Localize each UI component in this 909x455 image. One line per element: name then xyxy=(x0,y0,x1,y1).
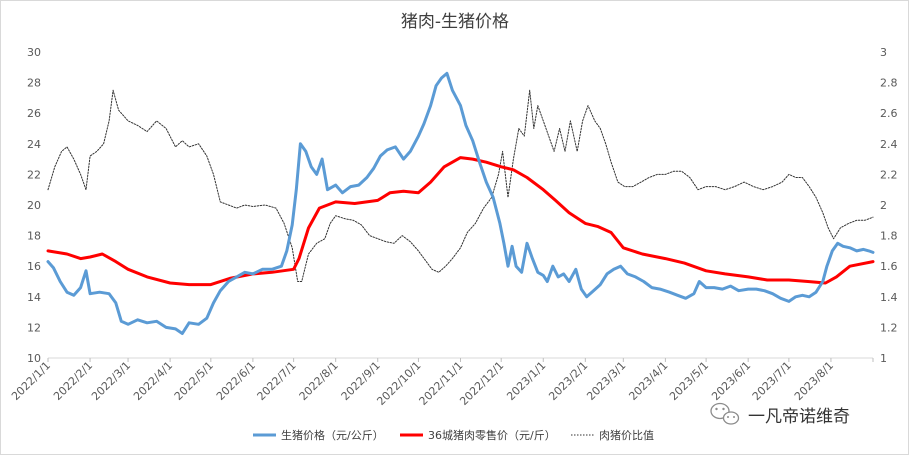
watermark-text: 一凡帝诺维奇 xyxy=(748,407,850,427)
x-tick-label: 2022/2/1 xyxy=(51,359,95,403)
left-tick-label: 24 xyxy=(27,138,41,151)
x-tick-label: 2023/4/1 xyxy=(626,359,670,403)
right-tick-label: 2.8 xyxy=(880,77,898,90)
left-tick-label: 28 xyxy=(27,77,41,90)
left-tick-label: 16 xyxy=(27,260,41,273)
x-tick-label: 2023/6/1 xyxy=(709,359,753,403)
left-tick-label: 18 xyxy=(27,230,41,243)
legend-label-live-hog: 生猪价格（元/公斤） xyxy=(281,428,384,442)
left-tick-label: 10 xyxy=(27,352,41,365)
right-tick-label: 2.6 xyxy=(880,107,898,120)
x-tick-label: 2022/1/1 xyxy=(9,359,53,403)
left-tick-label: 30 xyxy=(27,46,41,59)
legend-label-retail-pork: 36城猪肉零售价（元/斤） xyxy=(428,428,556,442)
chart-title: 猪肉-生猪价格 xyxy=(401,12,509,32)
left-y-axis: 10 12 14 16 18 20 22 24 26 28 30 xyxy=(27,46,41,365)
x-tick-label: 2023/3/1 xyxy=(584,359,628,403)
right-tick-label: 2 xyxy=(880,199,887,212)
x-tick-label: 2023/1/1 xyxy=(504,359,548,403)
left-tick-label: 12 xyxy=(27,321,41,334)
x-tick-label: 2022/10/1 xyxy=(374,359,423,408)
right-tick-label: 1.6 xyxy=(880,260,898,273)
series-pork-hog-ratio xyxy=(47,89,874,282)
legend-label-ratio: 肉猪价比值 xyxy=(599,429,654,442)
x-tick-label: 2023/5/1 xyxy=(667,359,711,403)
legend-item-retail-pork: 36城猪肉零售价（元/斤） xyxy=(400,428,556,442)
series-retail-pork-price xyxy=(46,156,875,287)
left-tick-label: 22 xyxy=(27,168,41,181)
legend-item-live-hog: 生猪价格（元/公斤） xyxy=(253,428,384,442)
x-tick-label: 2022/8/1 xyxy=(297,359,341,403)
left-tick-label: 20 xyxy=(27,199,41,212)
right-tick-label: 1.2 xyxy=(880,321,898,334)
watermark: 一凡帝诺维奇 xyxy=(710,402,850,427)
right-tick-label: 3 xyxy=(880,46,887,59)
legend-item-ratio: 肉猪价比值 xyxy=(571,429,654,442)
left-tick-label: 14 xyxy=(27,291,41,304)
x-tick-label: 2023/7/1 xyxy=(750,359,794,403)
right-tick-label: 2.2 xyxy=(880,168,898,181)
wechat-icon xyxy=(710,402,740,425)
right-y-axis: 1 1.2 1.4 1.6 1.8 2 2.2 2.4 2.6 2.8 3 xyxy=(880,46,898,365)
right-tick-label: 1 xyxy=(880,352,887,365)
legend: 生猪价格（元/公斤） 36城猪肉零售价（元/斤） 肉猪价比值 xyxy=(253,428,654,442)
x-tick-label: 2023/2/1 xyxy=(546,359,590,403)
x-tick-label: 2022/5/1 xyxy=(172,359,216,403)
series-layer xyxy=(46,71,875,335)
x-axis: 2022/1/12022/2/12022/3/12022/4/12022/5/1… xyxy=(9,358,874,408)
left-tick-label: 26 xyxy=(27,107,41,120)
right-tick-label: 2.4 xyxy=(880,138,898,151)
series-live-hog-price xyxy=(46,71,875,335)
x-tick-label: 2022/4/1 xyxy=(131,359,175,403)
x-tick-label: 2022/3/1 xyxy=(89,359,133,403)
x-tick-label: 2022/12/1 xyxy=(457,359,506,408)
right-tick-label: 1.4 xyxy=(880,291,898,304)
x-tick-label: 2022/7/1 xyxy=(255,359,299,403)
x-tick-label: 2022/6/1 xyxy=(214,359,258,403)
right-tick-label: 1.8 xyxy=(880,230,898,243)
x-tick-label: 2023/8/1 xyxy=(792,359,836,403)
